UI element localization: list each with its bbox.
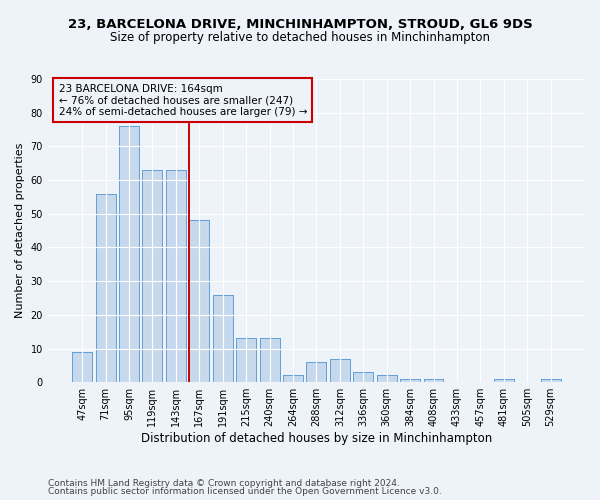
Bar: [236, 338, 256, 382]
Text: Size of property relative to detached houses in Minchinhampton: Size of property relative to detached ho…: [110, 31, 490, 44]
Bar: [353, 372, 373, 382]
Bar: [95, 194, 116, 382]
Bar: [260, 338, 280, 382]
Bar: [307, 362, 326, 382]
Text: Contains HM Land Registry data © Crown copyright and database right 2024.: Contains HM Land Registry data © Crown c…: [48, 478, 400, 488]
Bar: [142, 170, 163, 382]
Bar: [494, 379, 514, 382]
Bar: [213, 294, 233, 382]
X-axis label: Distribution of detached houses by size in Minchinhampton: Distribution of detached houses by size …: [141, 432, 492, 445]
Y-axis label: Number of detached properties: Number of detached properties: [15, 143, 25, 318]
Bar: [377, 376, 397, 382]
Bar: [72, 352, 92, 382]
Bar: [166, 170, 186, 382]
Bar: [190, 220, 209, 382]
Bar: [424, 379, 443, 382]
Bar: [307, 362, 326, 382]
Bar: [400, 379, 420, 382]
Bar: [400, 379, 420, 382]
Text: 23 BARCELONA DRIVE: 164sqm
← 76% of detached houses are smaller (247)
24% of sem: 23 BARCELONA DRIVE: 164sqm ← 76% of deta…: [59, 84, 307, 116]
Bar: [190, 220, 209, 382]
Bar: [260, 338, 280, 382]
Bar: [283, 376, 303, 382]
Bar: [330, 358, 350, 382]
Bar: [424, 379, 443, 382]
Bar: [119, 126, 139, 382]
Bar: [213, 294, 233, 382]
Bar: [541, 379, 560, 382]
Bar: [494, 379, 514, 382]
Bar: [377, 376, 397, 382]
Bar: [166, 170, 186, 382]
Text: 23, BARCELONA DRIVE, MINCHINHAMPTON, STROUD, GL6 9DS: 23, BARCELONA DRIVE, MINCHINHAMPTON, STR…: [68, 18, 532, 30]
Bar: [119, 126, 139, 382]
Bar: [330, 358, 350, 382]
Text: Contains public sector information licensed under the Open Government Licence v3: Contains public sector information licen…: [48, 487, 442, 496]
Bar: [283, 376, 303, 382]
Bar: [95, 194, 116, 382]
Bar: [142, 170, 163, 382]
Bar: [236, 338, 256, 382]
Bar: [353, 372, 373, 382]
Bar: [541, 379, 560, 382]
Bar: [72, 352, 92, 382]
